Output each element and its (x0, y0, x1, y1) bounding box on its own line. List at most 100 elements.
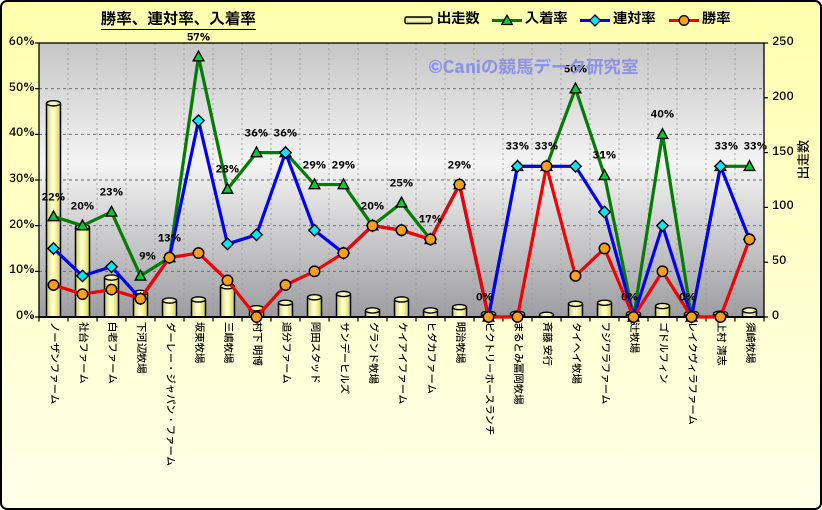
bar-top (567, 300, 584, 308)
x-category-label: 明治牧場 (452, 321, 468, 363)
circle-marker (656, 265, 669, 278)
legend-label: 出走数 (437, 9, 480, 30)
data-label: 29% (302, 157, 327, 174)
data-label: 22% (41, 189, 66, 206)
triangle-marker (192, 49, 205, 62)
triangle-marker (395, 195, 408, 208)
triangle-marker (76, 218, 89, 231)
triangle-marker (47, 209, 60, 222)
x-category-label: グランド牧場 (365, 321, 381, 384)
x-category-label: 社台ファーム (75, 321, 91, 384)
circle-marker (424, 233, 437, 246)
legend-item-place-rate: 入着率 (492, 9, 568, 30)
circle-marker (627, 311, 640, 323)
bar-top (161, 297, 178, 304)
x-category-label: 坂東牧場 (191, 321, 207, 363)
x-category-label: ノーザンファーム (46, 321, 62, 404)
data-label: 29% (331, 157, 356, 174)
right-axis-tick-label: 50 (772, 253, 787, 271)
legend-label: 勝率 (702, 9, 731, 30)
legend-swatch-place-rate-icon (492, 13, 522, 25)
circle-marker (105, 283, 118, 296)
triangle-marker (743, 159, 756, 172)
data-label: 0% (620, 289, 639, 306)
data-label: 23% (99, 184, 124, 201)
circle-marker (134, 292, 147, 305)
bar-top (45, 99, 62, 107)
x-category-label: ゴドルフィン (655, 321, 671, 384)
data-label: 33% (505, 138, 530, 155)
circle-marker (250, 311, 263, 323)
bar (219, 286, 236, 318)
diamond-marker (597, 205, 612, 219)
x-category-label: レイクヴィラファーム (684, 321, 700, 425)
data-label: 13% (157, 230, 182, 247)
triangle-marker (134, 268, 147, 281)
data-label: 29% (447, 157, 472, 174)
bar (335, 293, 352, 318)
triangle-marker (598, 168, 611, 181)
diamond-marker (191, 113, 206, 128)
diamond-marker (75, 269, 90, 283)
x-category-label: 村下 明博 (249, 321, 265, 366)
triangle-marker (250, 145, 263, 158)
data-label: 40% (650, 106, 675, 123)
data-label: 28% (215, 161, 240, 178)
circle-marker (221, 274, 234, 287)
legend-label: 連対率 (613, 9, 656, 30)
x-category-label: まるとみ冨岡牧場 (510, 321, 526, 404)
x-category-label: 白老ファーム (104, 321, 120, 384)
bar-top (306, 293, 323, 301)
x-category-label: ビクトリーホースランチ (481, 321, 497, 435)
x-category-label: フジワラファーム (597, 321, 613, 404)
legend-item-quinella-rate: 連対率 (580, 9, 656, 30)
diamond-marker (220, 237, 235, 251)
diamond-marker (249, 228, 264, 242)
legend-label: 入着率 (525, 9, 568, 30)
data-label: 20% (70, 198, 95, 215)
diamond-marker (713, 159, 728, 173)
data-label: 0% (678, 289, 697, 306)
left-axis-tick-label: 0% (16, 308, 35, 325)
legend-item-win-rate: 勝率 (669, 9, 731, 30)
data-label: 50% (563, 61, 588, 78)
triangle-marker (337, 177, 350, 190)
circle-marker (163, 251, 176, 264)
left-axis-tick-label: 20% (8, 216, 35, 234)
legend-swatch-quinella-rate-icon (580, 13, 610, 27)
data-label: 36% (244, 125, 269, 142)
x-category-label: 辻牧場 (626, 321, 642, 353)
right-axis-title: 出走数 (794, 139, 814, 179)
diamond-marker (510, 159, 525, 173)
bar-top (103, 274, 120, 281)
left-axis-tick-label: 10% (8, 262, 35, 280)
x-category-label: ケイアイファーム (394, 321, 410, 404)
diamond-marker (46, 241, 61, 256)
circle-marker (47, 279, 60, 291)
x-category-label: ダーレー・ジャパン・ファーム (162, 321, 178, 466)
right-axis-tick-label: 100 (772, 198, 794, 216)
circle-marker (482, 311, 495, 323)
data-label: 0% (475, 289, 494, 306)
right-axis-tick-label: 0 (772, 308, 780, 325)
x-category-label: 上村 清志 (713, 321, 729, 366)
data-label: 25% (389, 175, 414, 192)
circle-marker (743, 233, 756, 246)
circle-marker (540, 160, 553, 173)
left-axis-tick-label: 50% (8, 79, 35, 97)
bar-top (422, 307, 439, 314)
x-category-label: 追分ファーム (278, 321, 294, 384)
bar-top (451, 303, 468, 311)
circle-marker (511, 311, 524, 323)
x-category-label: 岡田スタッド (307, 321, 323, 384)
left-axis-tick-label: 40% (8, 125, 35, 143)
data-label: 31% (592, 147, 617, 164)
right-axis-tick-label: 150 (772, 143, 794, 161)
triangle-marker (656, 127, 669, 140)
x-category-label: サンデーヒルズ (336, 321, 352, 394)
x-category-label: ヒダカファーム (423, 321, 439, 394)
circle-marker (192, 247, 205, 260)
diamond-marker (655, 218, 670, 233)
